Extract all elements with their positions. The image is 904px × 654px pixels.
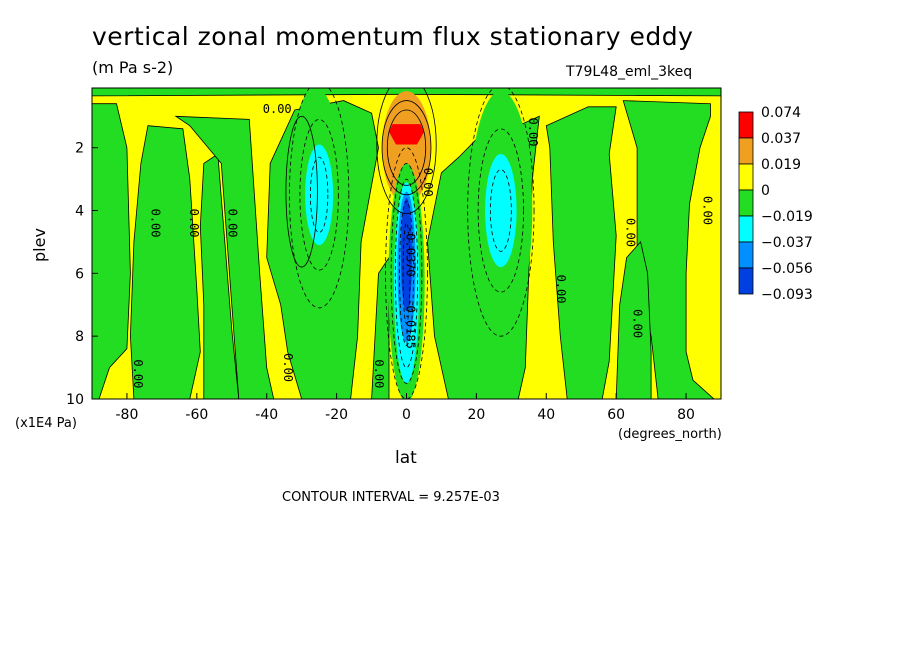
contour-south-neg-0 bbox=[289, 88, 350, 309]
contour-label: 0.00 bbox=[372, 359, 386, 388]
legend-swatch bbox=[738, 267, 754, 295]
legend-swatch bbox=[738, 189, 754, 217]
x-tick-label: -40 bbox=[255, 407, 278, 423]
y-tick-label: 2 bbox=[75, 141, 84, 157]
legend-label: 0.074 bbox=[761, 105, 801, 121]
field-green-45s bbox=[174, 115, 275, 399]
legend-label: −0.019 bbox=[761, 209, 813, 225]
color-legend: 0.074 0.037 0.019 0 −0.019 −0.037 −0.056 −0.093 bbox=[738, 105, 813, 303]
chart-units: (m Pa s-2) bbox=[92, 58, 174, 77]
field-red-max bbox=[389, 124, 424, 145]
contour-interval: CONTOUR INTERVAL = 9.257E-03 bbox=[282, 490, 500, 505]
x-tick-label: 60 bbox=[607, 407, 625, 423]
contour-south-outer bbox=[285, 115, 318, 268]
contour-eq-neg-0 bbox=[385, 147, 428, 399]
x-tick-label: 40 bbox=[537, 407, 555, 423]
contour-south-neg-2 bbox=[310, 156, 329, 233]
field-green-60s-lower bbox=[615, 241, 652, 399]
legend-swatch bbox=[738, 137, 754, 165]
contour-positive-0 bbox=[381, 100, 432, 196]
contour-eq-neg-3 bbox=[399, 200, 414, 346]
contour-eq-neg-4 bbox=[402, 222, 411, 325]
x-tick-label: -60 bbox=[185, 407, 208, 423]
contour-label: 0.00 bbox=[281, 353, 295, 382]
legend-label: 0.019 bbox=[761, 157, 801, 173]
contour-north-neg-2 bbox=[489, 169, 512, 252]
y-axis-multiplier: (x1E4 Pa) bbox=[15, 416, 77, 431]
legend-label: 0 bbox=[761, 183, 770, 199]
field-green-80s bbox=[129, 125, 201, 399]
y-axis-ticks: 2 4 6 8 10 bbox=[66, 141, 98, 408]
field-cyan-lobe-south bbox=[305, 144, 334, 246]
contour-label: 0.00 bbox=[554, 275, 568, 304]
field-orange-tower bbox=[382, 91, 431, 205]
contour-north-neg-0 bbox=[467, 88, 535, 337]
contour-line-layer bbox=[285, 88, 535, 399]
field-green-west-edge bbox=[92, 103, 131, 399]
contour-label-layer: 0.00 0.00 0.00 0.00 0.00 0.00 0.00 0.00 0.00 0.00… bbox=[131, 102, 715, 388]
contour-label: 0.00 bbox=[526, 118, 540, 147]
contour-fill-layer bbox=[92, 88, 721, 399]
x-tick-label: 0 bbox=[402, 407, 411, 423]
legend-label: −0.093 bbox=[761, 287, 813, 303]
contour-label: 0.00 bbox=[624, 218, 638, 247]
contour-north-neg-1 bbox=[477, 128, 524, 293]
x-tick-label: -20 bbox=[325, 407, 348, 423]
y-tick-label: 8 bbox=[75, 329, 84, 345]
legend-swatch bbox=[738, 241, 754, 269]
contour-label: 0.00 bbox=[631, 309, 645, 338]
contour-label: 0.00 bbox=[263, 102, 292, 116]
legend-swatch bbox=[738, 111, 754, 139]
contour-label: -0.0185 bbox=[404, 298, 418, 349]
field-cyan-lobe-north bbox=[485, 153, 517, 268]
contour-south-neg-1 bbox=[299, 119, 339, 271]
y-tick-label: 6 bbox=[75, 266, 84, 282]
contour-label: 0.00 bbox=[131, 359, 145, 388]
x-axis-units: (degrees_north) bbox=[618, 427, 722, 442]
contour-label: 0.00 bbox=[421, 168, 435, 197]
x-tick-label: 20 bbox=[467, 407, 485, 423]
legend-swatch bbox=[738, 163, 754, 191]
y-tick-label: 4 bbox=[75, 204, 84, 220]
run-label: T79L48_eml_3keq bbox=[566, 64, 693, 80]
legend-label: −0.037 bbox=[761, 235, 813, 251]
x-axis-ticks: -80 -60 -40 -20 0 20 40 60 80 bbox=[116, 393, 695, 423]
x-tick-label: -80 bbox=[116, 407, 139, 423]
contour-label: 0.00 bbox=[187, 209, 201, 238]
legend-swatch bbox=[738, 215, 754, 243]
legend-label: 0.037 bbox=[761, 131, 801, 147]
contour-eq-neg-2 bbox=[394, 178, 419, 368]
y-tick-label: 10 bbox=[66, 392, 84, 408]
chart-title: vertical zonal momentum flux stationary … bbox=[92, 22, 694, 51]
contour-eq-neg-1 bbox=[390, 162, 423, 384]
field-green-40s bbox=[545, 106, 617, 399]
contour-positive-1 bbox=[386, 109, 427, 186]
contour-label: 0.00 bbox=[225, 209, 239, 238]
field-blue-eq-core bbox=[400, 197, 413, 312]
legend-label: −0.056 bbox=[761, 261, 813, 277]
contour-label: 0.00 bbox=[701, 196, 715, 225]
field-green-near-eq-south bbox=[371, 256, 390, 399]
contour-orange-outer bbox=[376, 88, 437, 215]
field-green-70s bbox=[622, 100, 715, 399]
contour-label: 0.00 bbox=[148, 209, 162, 238]
x-axis-label: lat bbox=[395, 448, 417, 468]
x-tick-label: 80 bbox=[677, 407, 695, 423]
field-green-55s bbox=[199, 153, 240, 399]
contour-label: -0.0370 bbox=[404, 226, 418, 277]
